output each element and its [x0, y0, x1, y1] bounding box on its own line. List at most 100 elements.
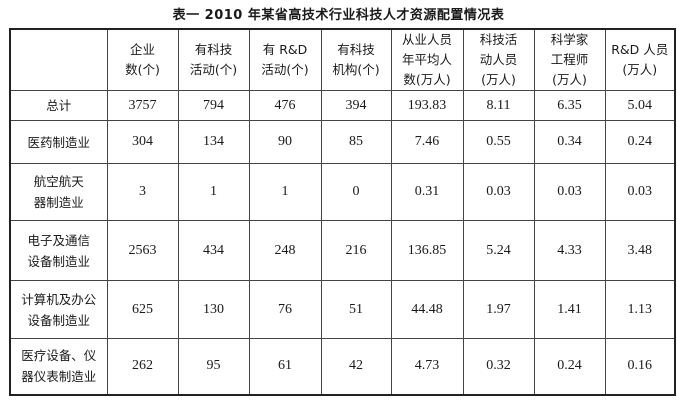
row-label: 总计: [9, 90, 108, 121]
table-cell: 6.35: [533, 90, 606, 121]
column-header: [9, 28, 108, 91]
table-cell: 4.33: [533, 220, 606, 281]
column-header: 有科技机构(个): [320, 28, 392, 91]
table-cell: 394: [320, 90, 392, 121]
table-cell: 3.48: [604, 220, 676, 281]
table-cell: 304: [106, 120, 179, 164]
header-line: 科学家: [550, 32, 589, 47]
table-cell: 134: [177, 120, 250, 164]
header-line: 有 R&D: [262, 42, 308, 57]
table-cell: 262: [106, 338, 179, 395]
table-cell: 193.83: [390, 90, 464, 121]
row-label-line: 电子及通信: [27, 232, 90, 248]
table-cell: 5.24: [462, 220, 535, 281]
table-cell: 1: [177, 163, 250, 221]
table-cell: 0.16: [604, 338, 676, 395]
table-cell: 248: [248, 220, 322, 281]
table-cell: 95: [177, 338, 250, 395]
column-header: 有科技活动(个): [177, 28, 250, 91]
header-line: 动人员: [479, 52, 518, 67]
table-cell: 136.85: [390, 220, 464, 281]
row-label: 医药制造业: [9, 120, 108, 164]
row-label: 航空航天 器制造业: [9, 163, 108, 221]
table-cell: 76: [248, 280, 322, 339]
row-label-line: 航空航天: [33, 174, 84, 189]
header-line: 活动(个): [189, 62, 238, 77]
table-cell: 4.73: [390, 338, 464, 395]
header-line: 数(万人): [403, 72, 451, 87]
table-cell: 1.13: [604, 280, 676, 339]
table-cell: 44.48: [390, 280, 464, 339]
row-label-line: 设备制造业: [27, 253, 90, 269]
table-cell: 0.24: [533, 338, 606, 395]
header-line: 科技活: [479, 32, 518, 47]
table-cell: 130: [177, 280, 250, 339]
table-cell: 0.24: [604, 120, 676, 164]
table-cell: 90: [248, 120, 322, 164]
table-cell: 7.46: [390, 120, 464, 164]
table-row: 计算机及办公 设备制造业 625 130 76 51 44.48 1.97 1.41 1.13: [9, 280, 676, 339]
table-cell: 434: [177, 220, 250, 281]
table-cell: 85: [320, 120, 392, 164]
header-line: 工程师: [550, 52, 589, 67]
table-cell: 0.03: [533, 163, 606, 221]
header-line: 有科技: [194, 42, 233, 57]
row-label-line: 医疗设备、仪: [21, 348, 97, 364]
table-cell: 0.03: [462, 163, 535, 221]
row-label-line: 器仪表制造业: [21, 369, 97, 385]
table-row: 总计 3757 794 476 394 193.83 8.11 6.35 5.04: [9, 90, 676, 121]
data-table: 企业 数(个) 有科技 活动(个) 有 R&D 活动(个) 有科技 机构(个) 从业人员 年平均人…: [9, 28, 676, 396]
row-label: 电子及通信设备制造业: [9, 220, 108, 281]
column-header: 科技活动人员 (万人): [462, 28, 535, 91]
table-cell: 1.97: [462, 280, 535, 339]
header-line: 年平均人: [401, 52, 452, 67]
table-cell: 61: [248, 338, 322, 395]
table-row: 电子及通信 设备制造业 2563 434 248 216 136.85 5.24 4.33 3.4…: [9, 220, 676, 281]
header-line: (万人): [552, 72, 587, 87]
column-header: 有 R&D 活动(个): [248, 28, 322, 91]
row-label-line: 医药制造业: [27, 134, 90, 150]
table-row: 医药制造业 304 134 90 85 7.46 0.55 0.34 0.24: [9, 120, 676, 164]
column-header: 企业数(个): [106, 28, 179, 91]
table-row: 航空航天 器制造业 3 1 1 0 0.31 0.03 0.03 0.03: [9, 163, 676, 221]
header-line: R&D 人员: [611, 42, 669, 57]
table-cell: 0.31: [390, 163, 464, 221]
table-cell: 51: [320, 280, 392, 339]
row-label-line: 计算机及办公: [21, 291, 97, 307]
table-cell: 216: [320, 220, 392, 281]
header-line: (万人): [622, 62, 658, 77]
row-label: 医疗设备、仪 器仪表制造业: [9, 338, 108, 395]
header-line: 活动(个): [261, 62, 309, 77]
table-cell: 0.34: [533, 120, 606, 164]
header-line: 企业: [129, 42, 155, 57]
table-cell: 3: [106, 163, 179, 221]
table-cell: 8.11: [462, 90, 535, 121]
header-line: 从业人员: [401, 32, 452, 47]
row-label-line: 总计: [46, 98, 72, 113]
table-cell: 476: [248, 90, 322, 121]
table-row: 医疗设备、仪 器仪表制造业 262 95 61 42 4.73 0.32 0.24 0.16: [9, 338, 676, 395]
column-header: 科学家工程师 (万人): [533, 28, 606, 91]
column-header: R&D 人员 (万人): [604, 28, 676, 91]
column-header: 从业人员年平均人数(万人): [390, 28, 464, 91]
header-row: 企业 数(个) 有科技 活动(个) 有 R&D 活动(个) 有科技 机构(个) 从业人员 年平均人…: [9, 28, 676, 91]
row-label-line: 器制造业: [33, 195, 84, 210]
table-cell: 0: [320, 163, 392, 221]
table-cell: 625: [106, 280, 179, 339]
table-cell: 1: [248, 163, 322, 221]
table-cell: 42: [320, 338, 392, 395]
header-line: (万人): [481, 72, 516, 87]
row-label: 计算机及办公 设备制造业: [9, 280, 108, 339]
header-line: 有科技: [337, 42, 375, 57]
table-cell: 5.04: [604, 90, 676, 121]
table-cell: 794: [177, 90, 250, 121]
header-line: 机构(个): [332, 62, 380, 77]
table-title: 表一 2010 年某省高技术行业科技人才资源配置情况表: [172, 8, 505, 23]
table-cell: 0.03: [604, 163, 676, 221]
table-cell: 0.55: [462, 120, 535, 164]
table-cell: 1.41: [533, 280, 606, 339]
row-label-line: 设备制造业: [27, 312, 90, 328]
table-cell: 3757: [106, 90, 179, 121]
header-line: 数(个): [125, 62, 160, 77]
table-cell: 0.32: [462, 338, 535, 395]
